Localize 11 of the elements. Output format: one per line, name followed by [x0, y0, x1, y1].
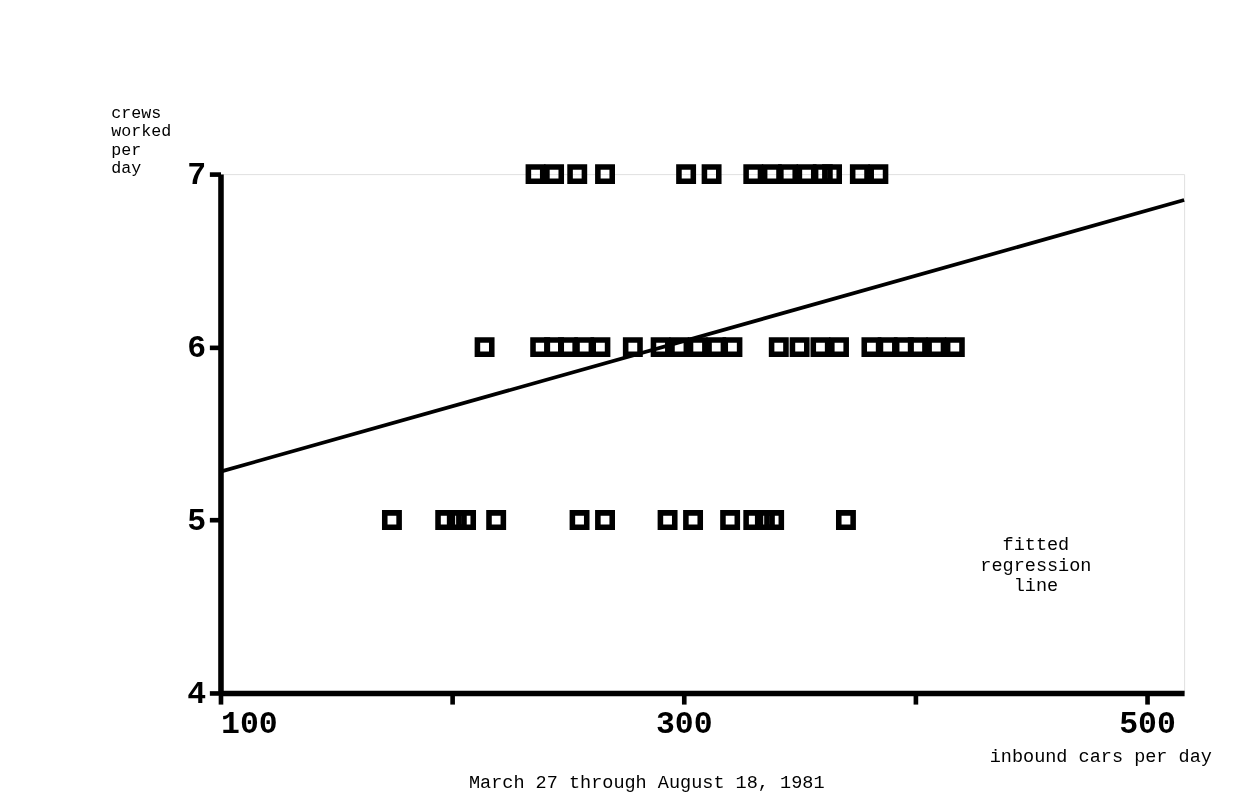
- y-tick-label: 5: [187, 503, 207, 539]
- y-tick-label: 4: [187, 676, 207, 712]
- x-axis-title: inbound cars per day: [989, 746, 1212, 768]
- y-tick-label: 6: [187, 330, 207, 366]
- y-axis-title: crews worked per day: [111, 103, 172, 179]
- annotation: fitted regression line: [980, 535, 1092, 598]
- x-tick-label: 100: [220, 707, 278, 743]
- y-tick-label: 7: [187, 157, 207, 193]
- x-tick-label: 300: [655, 707, 713, 743]
- text: March 27 through August 18, 1981: [468, 772, 825, 794]
- x-tick-label: 500: [1119, 707, 1176, 743]
